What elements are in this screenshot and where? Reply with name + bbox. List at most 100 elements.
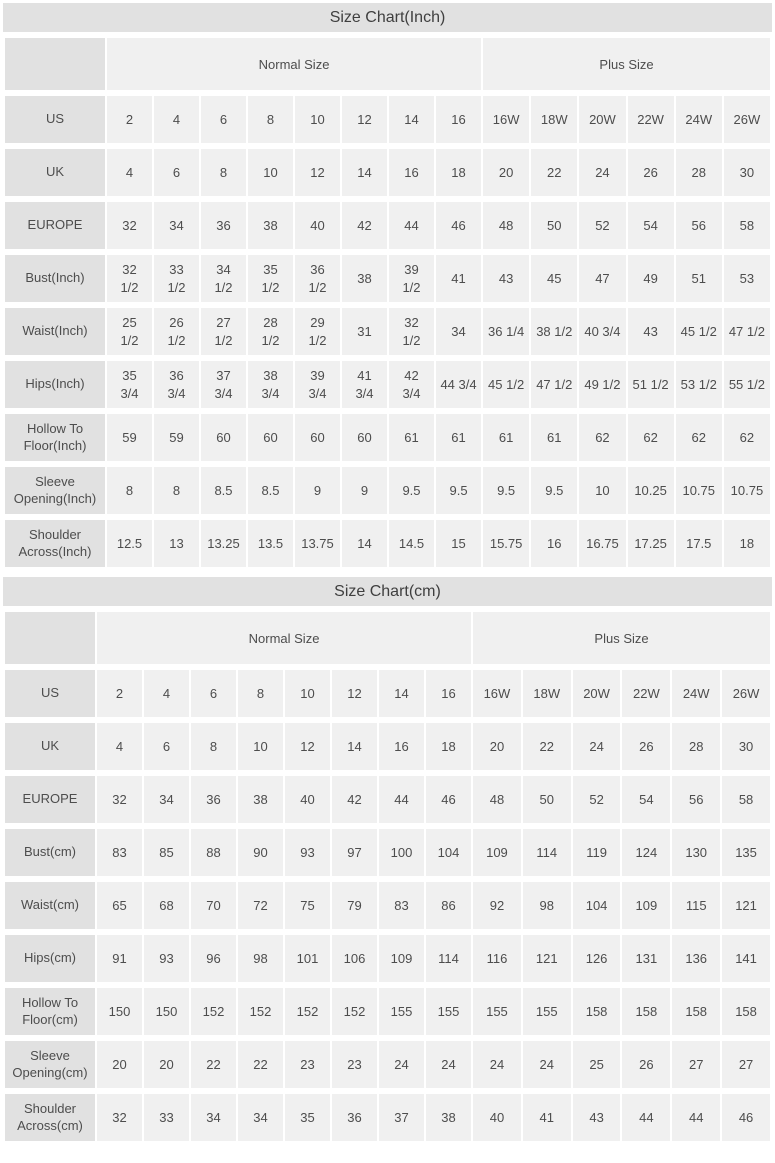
size-cell: 158 bbox=[672, 988, 721, 1035]
size-cell: 52 bbox=[572, 776, 621, 823]
size-cell: 39 3/4 bbox=[295, 361, 340, 408]
size-cell: 32 bbox=[107, 202, 152, 249]
size-cell: 15 bbox=[436, 520, 482, 567]
size-cell: 20 bbox=[144, 1041, 189, 1088]
size-cell: 42 bbox=[332, 776, 377, 823]
size-cell: 16W bbox=[473, 670, 521, 717]
size-cell: 36 bbox=[332, 1094, 377, 1141]
row-label: Sleeve Opening(cm) bbox=[5, 1041, 95, 1088]
size-cell: 32 bbox=[97, 1094, 142, 1141]
size-cell: 62 bbox=[627, 414, 674, 461]
size-cell: 62 bbox=[723, 414, 770, 461]
size-cell: 14 bbox=[342, 520, 387, 567]
size-cell: 18 bbox=[436, 149, 482, 196]
size-cell: 40 3/4 bbox=[579, 308, 626, 355]
size-cell: 158 bbox=[572, 988, 621, 1035]
size-cell: 54 bbox=[627, 202, 674, 249]
row-label: Hollow To Floor(Inch) bbox=[5, 414, 105, 461]
size-cell: 23 bbox=[285, 1041, 330, 1088]
size-cell: 14 bbox=[379, 670, 424, 717]
group-header-plus-size: Plus Size bbox=[473, 612, 770, 664]
group-header-normal-size: Normal Size bbox=[97, 612, 472, 664]
size-cell: 51 bbox=[675, 255, 722, 302]
size-cell: 25 1/2 bbox=[107, 308, 152, 355]
size-cell: 36 3/4 bbox=[154, 361, 199, 408]
size-cell: 58 bbox=[723, 202, 770, 249]
table-row: US 2 4 6 8 10 12 14 16 16W 18W 20W 22W 24W 26W bbox=[5, 670, 770, 717]
size-cell: 38 1/2 bbox=[531, 308, 578, 355]
table-row: Waist(Inch) 25 1/2 26 1/2 27 1/2 28 1/2 29 1/… bbox=[5, 308, 770, 355]
size-chart-inch-table: Normal Size Plus Size US 2 4 6 8 10 12 14 16 16W 1… bbox=[3, 32, 772, 573]
size-cell: 38 bbox=[248, 202, 293, 249]
size-cell: 42 bbox=[342, 202, 387, 249]
size-cell: 158 bbox=[722, 988, 770, 1035]
size-cell: 2 bbox=[97, 670, 142, 717]
size-cell: 49 1/2 bbox=[579, 361, 626, 408]
table-row: Shoulder Across(cm) 32 33 34 34 35 36 37 38 40 41 4… bbox=[5, 1094, 770, 1141]
size-cell: 115 bbox=[672, 882, 721, 929]
row-label: Hips(Inch) bbox=[5, 361, 105, 408]
size-cell: 109 bbox=[379, 935, 424, 982]
size-cell: 33 1/2 bbox=[154, 255, 199, 302]
size-cell: 61 bbox=[483, 414, 530, 461]
size-cell: 44 3/4 bbox=[436, 361, 482, 408]
row-label: US bbox=[5, 96, 105, 143]
size-cell: 22 bbox=[191, 1041, 236, 1088]
table-row: Hips(cm) 91 93 96 98 101 106 109 114 116 121 126 131… bbox=[5, 935, 770, 982]
size-cell: 34 bbox=[144, 776, 189, 823]
size-cell: 45 1/2 bbox=[675, 308, 722, 355]
size-cell: 96 bbox=[191, 935, 236, 982]
size-cell: 10 bbox=[248, 149, 293, 196]
size-chart-inch-title: Size Chart(Inch) bbox=[3, 3, 772, 32]
size-cell: 109 bbox=[473, 829, 521, 876]
size-cell: 93 bbox=[285, 829, 330, 876]
size-cell: 16.75 bbox=[579, 520, 626, 567]
table-row: Sleeve Opening(Inch) 8 8 8.5 8.5 9 9 9.5 9.5 9.5 9… bbox=[5, 467, 770, 514]
size-cell: 88 bbox=[191, 829, 236, 876]
size-cell: 45 bbox=[531, 255, 578, 302]
size-cell: 24 bbox=[572, 723, 621, 770]
size-cell: 35 bbox=[285, 1094, 330, 1141]
size-cell: 20 bbox=[473, 723, 521, 770]
size-cell: 60 bbox=[201, 414, 246, 461]
size-cell: 24 bbox=[522, 1041, 571, 1088]
size-chart-inch-section: Size Chart(Inch) Normal Size Plus Size U… bbox=[3, 3, 772, 573]
size-cell: 152 bbox=[285, 988, 330, 1035]
size-cell: 124 bbox=[622, 829, 671, 876]
size-cell: 68 bbox=[144, 882, 189, 929]
size-cell: 62 bbox=[579, 414, 626, 461]
size-cell: 18 bbox=[426, 723, 472, 770]
size-cell: 43 bbox=[627, 308, 674, 355]
size-cell: 155 bbox=[473, 988, 521, 1035]
row-label: Shoulder Across(cm) bbox=[5, 1094, 95, 1141]
size-cell: 12 bbox=[342, 96, 387, 143]
size-cell: 50 bbox=[522, 776, 571, 823]
size-cell: 45 1/2 bbox=[483, 361, 530, 408]
row-label: Hips(cm) bbox=[5, 935, 95, 982]
corner-cell bbox=[5, 38, 105, 90]
row-label: UK bbox=[5, 723, 95, 770]
size-cell: 126 bbox=[572, 935, 621, 982]
size-cell: 24 bbox=[379, 1041, 424, 1088]
size-cell: 36 1/4 bbox=[483, 308, 530, 355]
size-cell: 101 bbox=[285, 935, 330, 982]
size-cell: 26 bbox=[622, 1041, 671, 1088]
row-label: Bust(cm) bbox=[5, 829, 95, 876]
size-cell: 8 bbox=[107, 467, 152, 514]
size-cell: 14 bbox=[332, 723, 377, 770]
size-cell: 44 bbox=[379, 776, 424, 823]
size-cell: 97 bbox=[332, 829, 377, 876]
size-cell: 152 bbox=[332, 988, 377, 1035]
size-cell: 53 1/2 bbox=[675, 361, 722, 408]
group-header-plus-size: Plus Size bbox=[483, 38, 770, 90]
size-cell: 10.75 bbox=[723, 467, 770, 514]
size-cell: 16 bbox=[436, 96, 482, 143]
size-cell: 24 bbox=[426, 1041, 472, 1088]
size-cell: 41 bbox=[436, 255, 482, 302]
size-cell: 61 bbox=[436, 414, 482, 461]
row-label: Hollow To Floor(cm) bbox=[5, 988, 95, 1035]
size-cell: 53 bbox=[723, 255, 770, 302]
size-cell: 27 bbox=[672, 1041, 721, 1088]
size-cell: 155 bbox=[426, 988, 472, 1035]
